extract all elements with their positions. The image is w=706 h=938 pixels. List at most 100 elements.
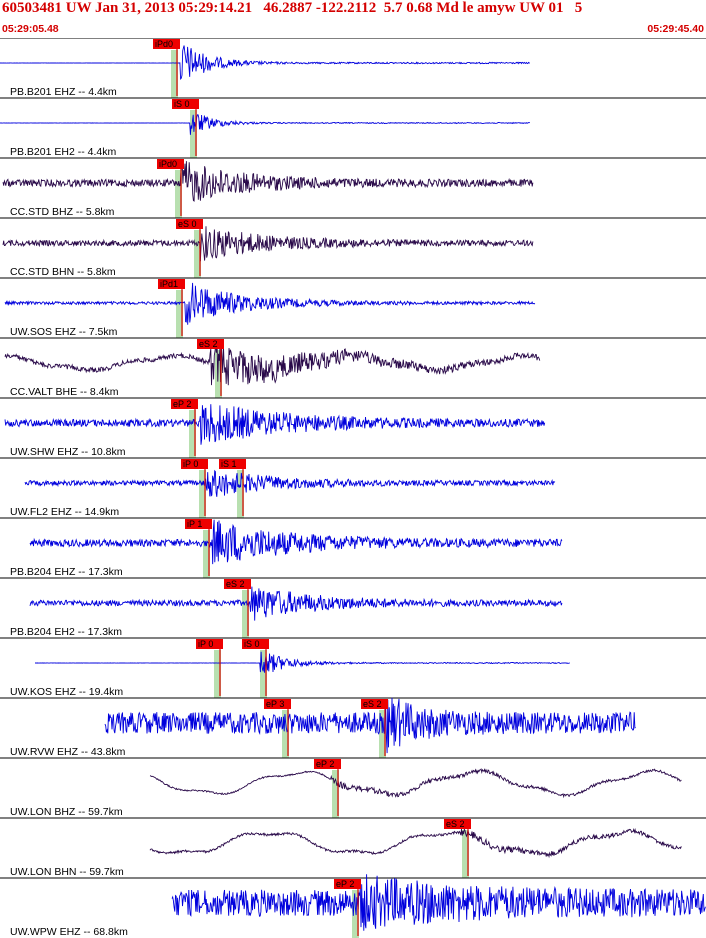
pick-box [158, 279, 185, 289]
event-title: 60503481 UW Jan 31, 2013 05:29:14.21 46.… [2, 0, 583, 16]
waveform [149, 768, 682, 799]
pick-box [196, 639, 223, 649]
pick-band [190, 110, 197, 158]
pick-label: eP 2 [336, 879, 354, 889]
trace-label: PB.B204 EH2 -- 17.3km [10, 626, 122, 638]
pick-label: eP 3 [266, 699, 284, 709]
trace-label: CC.STD BHN -- 5.8km [10, 266, 116, 278]
pick-band [214, 650, 221, 698]
pick-band [176, 290, 183, 338]
pick-label: eS 2 [363, 699, 382, 709]
event-header: 60503481 UW Jan 31, 2013 05:29:14.21 46.… [0, 0, 706, 38]
trace-row: eS 2 UW.LON BHN -- 59.7km [0, 817, 706, 878]
trace-row: iP 1 PB.B204 EHZ -- 17.3km [0, 517, 706, 578]
waveform [2, 226, 534, 262]
pick-label: iS 0 [174, 99, 190, 109]
trace-label: PB.B201 EHZ -- 4.4km [10, 86, 117, 98]
trace-label: UW.SHW EHZ -- 10.8km [10, 446, 126, 458]
pick-band [332, 770, 339, 818]
pick-label: eP 2 [316, 759, 334, 769]
trace-row: iPd0 CC.STD BHZ -- 5.8km [0, 157, 706, 218]
trace-row: iPd1 UW.SOS EHZ -- 7.5km [0, 277, 706, 338]
pick-box [361, 699, 388, 709]
pick-box [171, 399, 198, 409]
trace-label: UW.LON BHN -- 59.7km [10, 866, 124, 878]
pick-label: eS 2 [199, 339, 218, 349]
pick-box [264, 699, 291, 709]
waveform [104, 697, 636, 754]
pick-band [352, 890, 359, 938]
time-start: 05:29:05.48 [2, 23, 59, 35]
pick-label: iP 1 [187, 519, 202, 529]
trace-row: iS 0 PB.B201 EH2 -- 4.4km [0, 97, 706, 158]
pick-label: iP 0 [183, 459, 198, 469]
pick-band [199, 470, 206, 518]
pick-band [462, 830, 469, 878]
pick-label: iPd0 [159, 159, 177, 169]
pick-band [282, 710, 289, 758]
pick-band [242, 590, 249, 638]
time-end: 05:29:45.40 [647, 23, 704, 35]
pick-band [175, 170, 182, 218]
waveform [171, 874, 706, 931]
trace-label: UW.KOS EHZ -- 19.4km [10, 686, 123, 698]
pick-box [444, 819, 471, 829]
pick-label: iPd0 [155, 39, 173, 49]
pick-box [224, 579, 251, 589]
pick-box [219, 459, 246, 469]
pick-box [181, 459, 208, 469]
pick-label: eS 2 [226, 579, 245, 589]
trace-label: UW.FL2 EHZ -- 14.9km [10, 506, 119, 518]
trace-label: UW.SOS EHZ -- 7.5km [10, 326, 118, 338]
trace-row: eS 2 CC.VALT BHE -- 8.4km [0, 337, 706, 398]
pick-band [379, 710, 386, 758]
trace-label: UW.RVW EHZ -- 43.8km [10, 746, 126, 758]
waveform [4, 343, 541, 386]
trace-row: eP 2 UW.LON BHZ -- 59.7km [0, 757, 706, 818]
pick-label: eS 2 [446, 819, 465, 829]
waveform [2, 161, 534, 202]
seismogram-panel[interactable]: iPd0 PB.B201 EHZ -- 4.4km iS 0 PB.B201 EH2 … [0, 38, 706, 938]
trace-row: eS 0 CC.STD BHN -- 5.8km [0, 217, 706, 278]
pick-band [194, 230, 201, 278]
waveform [4, 404, 546, 445]
pick-box [153, 39, 180, 49]
pick-band [237, 470, 244, 518]
pick-box [172, 99, 199, 109]
trace-label: CC.STD BHZ -- 5.8km [10, 206, 115, 218]
pick-band [203, 530, 210, 578]
waveform [29, 519, 563, 565]
waveform [24, 469, 556, 497]
pick-band [215, 350, 222, 398]
trace-label: UW.LON BHZ -- 59.7km [10, 806, 123, 818]
pick-box [176, 219, 203, 229]
trace-row: eP 2 UW.SHW EHZ -- 10.8km [0, 397, 706, 458]
pick-box [185, 519, 212, 529]
pick-box [157, 159, 184, 169]
trace-row: eS 2 PB.B204 EH2 -- 17.3km [0, 577, 706, 638]
trace-row: eP 2 UW.WPW EHZ -- 68.8km [0, 874, 706, 938]
trace-label: PB.B204 EHZ -- 17.3km [10, 566, 123, 578]
pick-label: iPd1 [160, 279, 178, 289]
trace-row: iP 0 iS 0 UW.KOS EHZ -- 19.4km [0, 637, 706, 698]
waveform [0, 45, 530, 80]
trace-row: iPd0 PB.B201 EHZ -- 4.4km [0, 38, 706, 98]
pick-band [171, 50, 178, 98]
pick-label: eP 2 [173, 399, 191, 409]
pick-box [242, 639, 269, 649]
pick-band [260, 650, 267, 698]
pick-box [314, 759, 341, 769]
waveform [35, 651, 570, 673]
trace-label: UW.WPW EHZ -- 68.8km [10, 926, 128, 938]
pick-label: iS 1 [221, 459, 237, 469]
pick-box [197, 339, 224, 349]
pick-label: eS 0 [178, 219, 197, 229]
trace-label: CC.VALT BHE -- 8.4km [10, 386, 119, 398]
pick-label: iS 0 [244, 639, 260, 649]
pick-band [189, 410, 196, 458]
trace-label: PB.B201 EH2 -- 4.4km [10, 146, 116, 158]
waveform [29, 586, 563, 621]
pick-box [334, 879, 361, 889]
waveform [0, 114, 530, 135]
pick-label: iP 0 [198, 639, 213, 649]
